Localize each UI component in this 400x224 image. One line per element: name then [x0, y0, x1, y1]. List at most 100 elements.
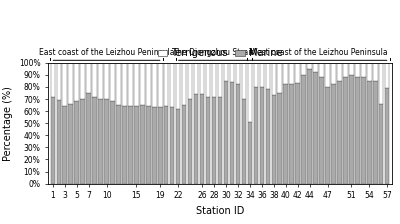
- Bar: [80, 99, 85, 184]
- Bar: [278, 93, 282, 184]
- Bar: [104, 99, 109, 184]
- Bar: [158, 108, 162, 184]
- Bar: [260, 87, 264, 184]
- Bar: [92, 97, 97, 184]
- Bar: [242, 99, 246, 184]
- Bar: [284, 84, 288, 184]
- Bar: [110, 101, 115, 184]
- Text: the Qiongzhou Strait: the Qiongzhou Strait: [174, 48, 254, 57]
- Bar: [301, 63, 306, 75]
- Bar: [325, 63, 330, 87]
- Bar: [98, 99, 103, 184]
- Bar: [146, 63, 150, 106]
- Bar: [313, 72, 318, 184]
- Bar: [206, 97, 210, 184]
- Bar: [295, 83, 300, 184]
- Bar: [218, 63, 222, 97]
- Bar: [134, 63, 139, 106]
- Y-axis label: Percentage (%): Percentage (%): [3, 86, 13, 161]
- Bar: [349, 75, 354, 184]
- Bar: [92, 63, 97, 97]
- Bar: [290, 63, 294, 84]
- Bar: [367, 81, 372, 184]
- Bar: [266, 89, 270, 184]
- Bar: [200, 63, 204, 94]
- Bar: [230, 63, 234, 82]
- Bar: [236, 63, 240, 84]
- Bar: [236, 84, 240, 184]
- Bar: [295, 63, 300, 83]
- Bar: [182, 105, 186, 184]
- Bar: [188, 99, 192, 184]
- Bar: [194, 63, 198, 94]
- Bar: [62, 106, 67, 184]
- Bar: [385, 63, 390, 88]
- Bar: [110, 63, 115, 101]
- Bar: [140, 63, 145, 105]
- Bar: [200, 94, 204, 184]
- Bar: [74, 101, 79, 184]
- Bar: [313, 63, 318, 72]
- Bar: [343, 63, 348, 77]
- Bar: [325, 87, 330, 184]
- Bar: [194, 94, 198, 184]
- Bar: [254, 63, 258, 87]
- Bar: [122, 63, 127, 106]
- Bar: [379, 63, 384, 104]
- Bar: [128, 106, 133, 184]
- Bar: [278, 63, 282, 93]
- Bar: [349, 63, 354, 75]
- Bar: [212, 97, 216, 184]
- Bar: [290, 84, 294, 184]
- X-axis label: Station ID: Station ID: [196, 206, 244, 216]
- Bar: [176, 109, 180, 184]
- Text: West coast of the Leizhou Peninsula: West coast of the Leizhou Peninsula: [250, 48, 387, 57]
- Legend: Terrigenous, Marine: Terrigenous, Marine: [154, 45, 286, 62]
- Bar: [98, 63, 103, 99]
- Bar: [224, 81, 228, 184]
- Bar: [176, 63, 180, 109]
- Bar: [86, 93, 91, 184]
- Bar: [68, 63, 73, 104]
- Bar: [170, 108, 174, 184]
- Bar: [272, 95, 276, 184]
- Bar: [337, 81, 342, 184]
- Bar: [182, 63, 186, 105]
- Bar: [62, 63, 67, 106]
- Bar: [367, 63, 372, 81]
- Bar: [74, 63, 79, 101]
- Bar: [355, 63, 360, 77]
- Bar: [301, 75, 306, 184]
- Bar: [164, 63, 168, 106]
- Bar: [224, 63, 228, 81]
- Bar: [116, 105, 121, 184]
- Bar: [116, 63, 121, 105]
- Bar: [242, 63, 246, 99]
- Bar: [248, 122, 252, 184]
- Bar: [331, 63, 336, 84]
- Bar: [152, 63, 156, 108]
- Bar: [218, 97, 222, 184]
- Bar: [188, 63, 192, 99]
- Bar: [260, 63, 264, 87]
- Bar: [284, 63, 288, 84]
- Bar: [272, 63, 276, 95]
- Bar: [361, 77, 366, 184]
- Bar: [343, 77, 348, 184]
- Bar: [146, 106, 150, 184]
- Bar: [319, 77, 324, 184]
- Bar: [164, 106, 168, 184]
- Bar: [170, 63, 174, 108]
- Bar: [56, 100, 61, 184]
- Bar: [50, 63, 55, 97]
- Bar: [86, 63, 91, 93]
- Bar: [50, 97, 55, 184]
- Bar: [152, 108, 156, 184]
- Bar: [254, 87, 258, 184]
- Bar: [307, 69, 312, 184]
- Bar: [337, 63, 342, 81]
- Bar: [248, 63, 252, 122]
- Bar: [355, 77, 360, 184]
- Bar: [122, 106, 127, 184]
- Bar: [385, 88, 390, 184]
